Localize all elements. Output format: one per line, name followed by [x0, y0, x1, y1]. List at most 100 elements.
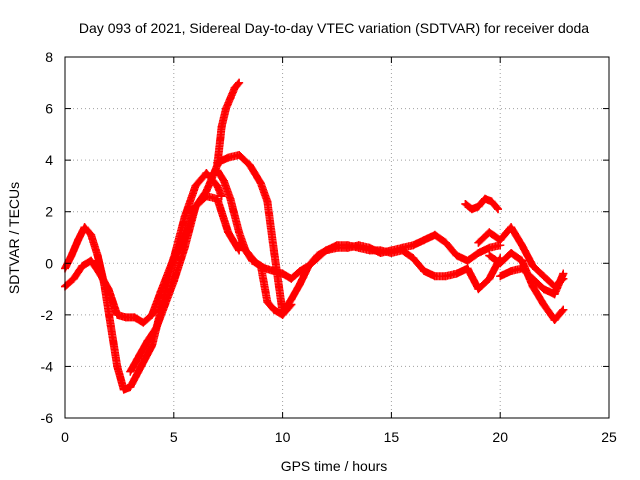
data-point	[93, 251, 102, 260]
data-series-track-7	[461, 194, 503, 214]
data-point	[235, 228, 244, 237]
data-point	[461, 199, 470, 208]
y-tick-label: 2	[45, 204, 53, 220]
x-axis-label: GPS time / hours	[281, 458, 388, 474]
data-point	[78, 261, 87, 270]
data-series-track-8	[474, 223, 568, 291]
data-point	[87, 230, 96, 239]
chart-title: Day 093 of 2021, Sidereal Day-to-day VTE…	[79, 20, 589, 36]
data-point	[474, 285, 483, 294]
data-point	[507, 267, 516, 276]
data-point	[263, 297, 272, 306]
data-point	[263, 197, 272, 206]
data-point	[463, 256, 472, 265]
data-point	[474, 238, 483, 247]
data-point	[322, 246, 331, 255]
x-tick-label: 0	[61, 429, 69, 445]
data-point	[113, 362, 122, 371]
data-point	[213, 181, 222, 190]
data-points	[61, 78, 568, 394]
data-point	[80, 223, 89, 232]
data-point	[191, 181, 200, 190]
y-tick-label: 4	[45, 152, 53, 168]
data-point	[463, 264, 472, 273]
data-point	[235, 150, 244, 159]
data-point	[343, 243, 352, 252]
data-point	[202, 169, 211, 178]
plot-frame	[64, 56, 610, 419]
data-point	[474, 202, 483, 211]
data-point	[539, 285, 548, 294]
x-tick-label: 5	[170, 429, 178, 445]
data-point	[269, 246, 278, 255]
data-point	[365, 243, 374, 252]
x-tick-label: 10	[275, 429, 291, 445]
data-point	[213, 194, 222, 203]
data-point	[245, 161, 254, 170]
data-point	[517, 264, 526, 273]
data-point	[126, 383, 135, 392]
data-point	[226, 94, 235, 103]
y-axis-label: SDTVAR / TECUs	[6, 182, 22, 294]
data-point	[152, 323, 161, 332]
x-tick-label: 15	[384, 429, 400, 445]
data-point	[69, 274, 78, 283]
data-point	[539, 300, 548, 309]
data-point	[256, 179, 265, 188]
data-point	[430, 230, 439, 239]
data-point	[550, 290, 559, 299]
data-point	[420, 267, 429, 276]
data-marks	[61, 192, 244, 327]
data-point	[226, 194, 235, 203]
data-point	[296, 279, 305, 288]
data-point	[134, 352, 143, 361]
data-point	[420, 236, 429, 245]
data-point	[217, 192, 226, 201]
data-point	[241, 246, 250, 255]
data-point	[441, 272, 450, 281]
y-tick-label: -4	[41, 358, 54, 374]
data-point	[119, 385, 128, 394]
data-point	[409, 254, 418, 263]
data-point	[452, 269, 461, 278]
data-point	[217, 122, 226, 131]
data-point	[559, 269, 568, 278]
data-point	[376, 248, 385, 257]
data-point	[487, 197, 496, 206]
data-point	[95, 269, 104, 278]
data-point	[248, 256, 257, 265]
data-point	[169, 277, 178, 286]
axis-ticks: 0 5 10 15 20 25 -6 -4 -2 0 2 4 6 8	[41, 49, 617, 445]
data-point	[148, 310, 157, 319]
data-point	[256, 261, 265, 270]
data-series-track-10	[496, 264, 568, 299]
data-point	[507, 248, 516, 257]
data-point	[230, 83, 239, 92]
data-point	[191, 202, 200, 211]
data-point	[398, 243, 407, 252]
y-tick-label: 6	[45, 101, 53, 117]
data-point	[287, 274, 296, 283]
data-point	[354, 241, 363, 250]
data-point	[269, 267, 278, 276]
data-point	[121, 313, 130, 322]
data-point	[528, 261, 537, 270]
data-point	[202, 187, 211, 196]
y-tick-label: 8	[45, 49, 53, 65]
data-point	[278, 310, 287, 319]
y-tick-label: 0	[45, 255, 53, 271]
data-series-track-6	[213, 166, 296, 319]
data-point	[485, 243, 494, 252]
data-point	[496, 259, 505, 268]
data-point	[496, 272, 505, 281]
data-point	[143, 336, 152, 345]
data-point	[452, 251, 461, 260]
data-point	[296, 267, 305, 276]
data-point	[161, 300, 170, 309]
data-point	[517, 256, 526, 265]
data-point	[333, 243, 341, 252]
data-point	[106, 321, 115, 330]
data-point	[74, 236, 83, 245]
data-point	[278, 269, 287, 278]
data-marks	[213, 151, 505, 317]
